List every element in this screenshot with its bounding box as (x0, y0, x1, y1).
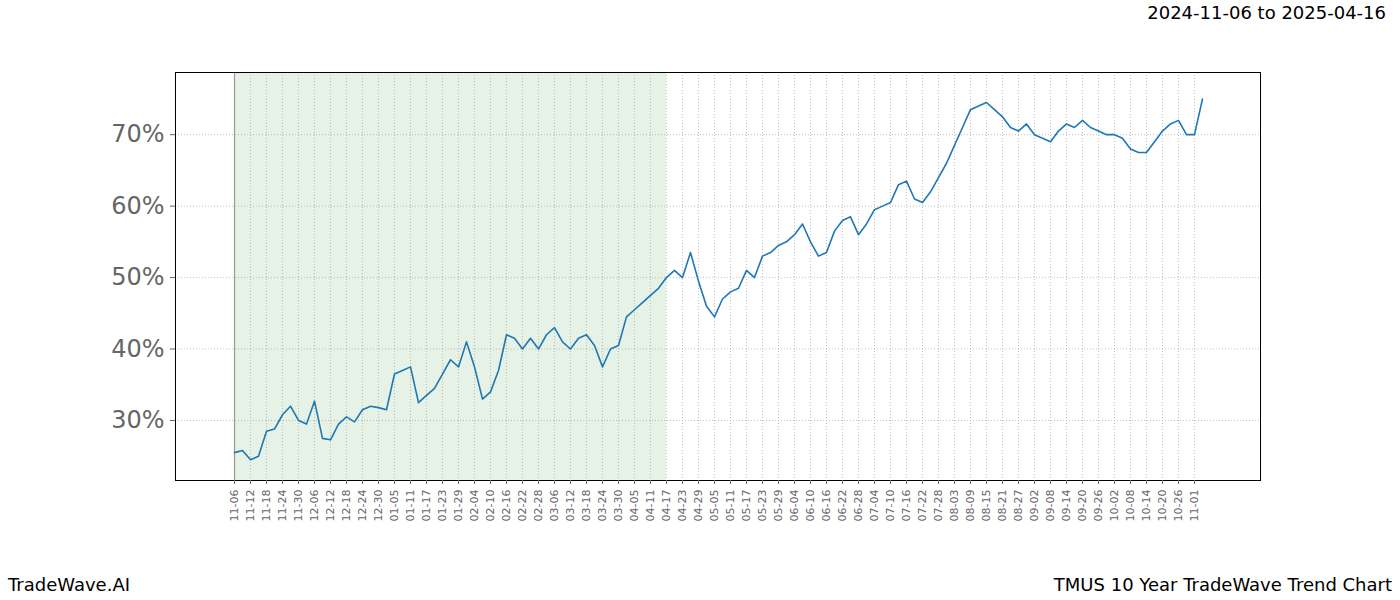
html-text:TMUS 10 Year TradeWave Trend C: TMUS 10 Year TradeWave Trend Chart (1053, 574, 1392, 595)
svg-text:70%: 70% (111, 120, 164, 148)
svg-text:07-22: 07-22 (916, 490, 929, 522)
svg-text:05-23: 05-23 (756, 490, 769, 522)
svg-text:02-10: 02-10 (484, 490, 497, 522)
svg-text:04-29: 04-29 (692, 490, 705, 522)
svg-text:03-24: 03-24 (596, 490, 609, 522)
svg-text:10-20: 10-20 (1156, 490, 1169, 522)
svg-text:60%: 60% (111, 192, 164, 220)
svg-text:02-04: 02-04 (468, 490, 481, 522)
svg-text:40%: 40% (111, 335, 164, 363)
svg-text:12-24: 12-24 (356, 490, 369, 522)
svg-text:10-08: 10-08 (1124, 490, 1137, 522)
svg-text:01-23: 01-23 (436, 490, 449, 522)
svg-text:02-16: 02-16 (500, 490, 513, 522)
svg-text:09-20: 09-20 (1076, 490, 1089, 522)
svg-text:05-17: 05-17 (740, 490, 753, 522)
svg-text:06-10: 06-10 (804, 490, 817, 522)
svg-text:03-18: 03-18 (580, 490, 593, 522)
svg-text:04-23: 04-23 (676, 490, 689, 522)
svg-text:12-06: 12-06 (308, 490, 321, 522)
svg-text:10-02: 10-02 (1108, 490, 1121, 522)
svg-text:07-10: 07-10 (884, 490, 897, 522)
svg-text:12-30: 12-30 (372, 490, 385, 522)
svg-text:11-24: 11-24 (276, 490, 289, 522)
svg-text:06-16: 06-16 (820, 490, 833, 522)
svg-text:12-18: 12-18 (340, 490, 353, 522)
svg-text:05-11: 05-11 (724, 490, 737, 522)
svg-text:11-30: 11-30 (292, 490, 305, 522)
svg-text:02-22: 02-22 (516, 490, 529, 522)
svg-text:05-05: 05-05 (708, 490, 721, 522)
svg-text:02-28: 02-28 (532, 490, 545, 522)
svg-text:09-02: 09-02 (1028, 490, 1041, 522)
svg-text:03-30: 03-30 (612, 490, 625, 522)
svg-text:08-09: 08-09 (964, 490, 977, 522)
html-text:2024-11-06 to 2025-04-16: 2024-11-06 to 2025-04-16 (1147, 2, 1386, 23)
svg-text:08-03: 08-03 (948, 490, 961, 522)
svg-text:01-05: 01-05 (388, 490, 401, 522)
svg-text:50%: 50% (111, 263, 164, 291)
svg-text:11-18: 11-18 (260, 490, 273, 522)
svg-text:07-16: 07-16 (900, 490, 913, 522)
svg-text:01-17: 01-17 (420, 490, 433, 522)
svg-text:11-06: 11-06 (228, 490, 241, 522)
svg-text:09-08: 09-08 (1044, 490, 1057, 522)
svg-text:03-06: 03-06 (548, 490, 561, 522)
svg-text:07-28: 07-28 (932, 490, 945, 522)
svg-text:11-01: 11-01 (1188, 490, 1201, 522)
svg-text:08-15: 08-15 (980, 490, 993, 522)
svg-text:01-29: 01-29 (452, 490, 465, 522)
svg-text:09-26: 09-26 (1092, 490, 1105, 522)
svg-text:09-14: 09-14 (1060, 490, 1073, 522)
svg-text:06-22: 06-22 (836, 490, 849, 522)
svg-text:30%: 30% (111, 406, 164, 434)
svg-text:04-11: 04-11 (644, 490, 657, 522)
svg-text:12-12: 12-12 (324, 490, 337, 522)
svg-text:08-27: 08-27 (1012, 490, 1025, 522)
svg-text:10-26: 10-26 (1172, 490, 1185, 522)
svg-text:05-29: 05-29 (772, 490, 785, 522)
svg-text:06-04: 06-04 (788, 490, 801, 522)
html-text:TradeWave.AI: TradeWave.AI (8, 574, 130, 595)
svg-text:04-05: 04-05 (628, 490, 641, 522)
svg-text:01-11: 01-11 (404, 490, 417, 522)
svg-text:04-17: 04-17 (660, 490, 673, 522)
svg-text:11-12: 11-12 (244, 490, 257, 522)
svg-text:06-28: 06-28 (852, 490, 865, 522)
svg-text:03-12: 03-12 (564, 490, 577, 522)
svg-text:08-21: 08-21 (996, 490, 1009, 522)
svg-text:10-14: 10-14 (1140, 490, 1153, 522)
svg-text:07-04: 07-04 (868, 490, 881, 522)
